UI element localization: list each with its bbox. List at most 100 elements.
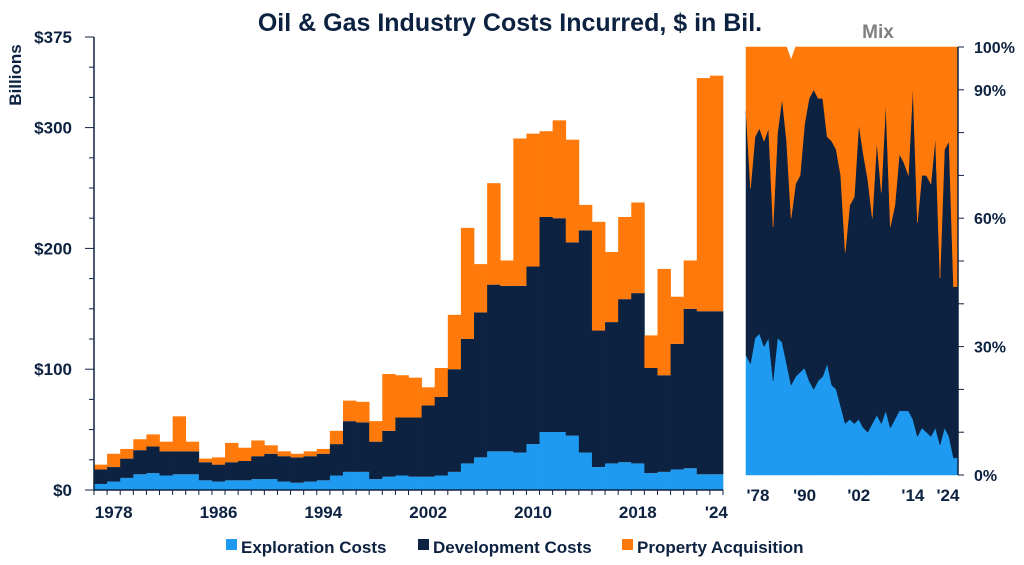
acquisition-segment: [578, 204, 593, 231]
development-segment: [225, 462, 239, 481]
mix-y-tick-label: 100%: [974, 40, 1015, 57]
development-segment: [198, 462, 213, 481]
acquisition-segment: [198, 458, 213, 463]
development-segment: [696, 311, 711, 475]
exploration-segment: [421, 476, 436, 490]
development-segment: [146, 446, 160, 474]
acquisition-segment: [146, 434, 160, 447]
development-segment: [539, 216, 553, 433]
mix-x-tick-label: '78: [747, 486, 770, 505]
development-segment: [329, 444, 344, 476]
exploration-segment: [408, 476, 422, 490]
legend-label: Exploration Costs: [241, 538, 386, 557]
y-axis-label: Billions: [6, 44, 25, 105]
development-segment: [447, 369, 462, 472]
exploration-segment: [329, 475, 344, 490]
exploration-segment: [552, 432, 567, 490]
exploration-segment: [644, 473, 658, 490]
acquisition-segment: [172, 416, 187, 452]
development-segment: [172, 451, 187, 475]
exploration-segment: [133, 474, 147, 490]
development-segment: [565, 242, 580, 436]
acquisition-segment: [225, 442, 239, 463]
development-segment: [605, 322, 619, 464]
mix-x-tick-label: '02: [847, 486, 870, 505]
development-segment: [369, 441, 383, 480]
acquisition-segment: [526, 133, 540, 267]
acquisition-segment: [369, 421, 383, 442]
x-tick-label: '24: [705, 503, 728, 522]
exploration-segment: [316, 480, 331, 490]
development-segment: [251, 456, 265, 480]
exploration-segment: [591, 467, 606, 490]
acquisition-segment: [316, 448, 331, 454]
development-segment: [133, 450, 147, 475]
development-segment: [94, 469, 108, 484]
development-segment: [657, 375, 671, 472]
exploration-segment: [94, 483, 108, 490]
development-segment: [644, 367, 658, 474]
acquisition-segment: [264, 445, 278, 454]
legend-label: Development Costs: [433, 538, 592, 557]
development-segment: [159, 451, 173, 476]
exploration-segment: [500, 451, 514, 490]
acquisition-segment: [644, 335, 658, 368]
acquisition-segment: [277, 451, 291, 457]
development-segment: [238, 461, 252, 481]
exploration-segment: [185, 474, 200, 490]
mix-title: Mix: [862, 22, 894, 43]
development-segment: [408, 417, 422, 477]
development-segment: [526, 266, 540, 445]
exploration-segment: [107, 481, 121, 490]
legend-item-exploration: Exploration Costs: [226, 538, 386, 557]
mix-y-tick-label: 0%: [974, 468, 997, 485]
exploration-segment: [395, 475, 409, 490]
exploration-segment: [211, 481, 226, 490]
exploration-segment: [290, 482, 305, 490]
exploration-segment: [578, 452, 593, 490]
exploration-segment: [657, 471, 671, 490]
development-segment: [683, 308, 698, 469]
acquisition-segment: [460, 227, 475, 339]
exploration-segment: [146, 473, 160, 490]
acquisition-segment: [159, 441, 173, 452]
legend: Exploration Costs Development Costs Proper…: [226, 538, 804, 557]
legend-label: Property Acquisition: [637, 538, 804, 557]
y-tick-label: $300: [34, 119, 72, 138]
acquisition-segment: [238, 447, 252, 462]
x-tick-label: 2002: [409, 503, 447, 522]
exploration-segment: [303, 481, 318, 490]
development-segment: [500, 285, 514, 452]
development-segment: [434, 396, 449, 476]
development-segment: [107, 467, 121, 482]
development-segment: [670, 343, 685, 470]
exploration-segment: [631, 463, 645, 490]
exploration-segment: [356, 471, 370, 490]
mix-plot: 0% 30% 60% 90% 100% '78 '90 '02 '14 '24: [745, 40, 1015, 505]
x-tick-label: 1978: [95, 503, 133, 522]
acquisition-segment: [447, 314, 462, 370]
legend-swatch: [622, 539, 633, 550]
acquisition-segment: [395, 375, 409, 418]
exploration-segment: [605, 463, 619, 490]
exploration-segment: [539, 432, 553, 490]
acquisition-segment: [185, 441, 200, 452]
mix-x-tick-label: '90: [793, 486, 816, 505]
exploration-segment: [120, 477, 134, 490]
acquisition-segment: [211, 457, 226, 465]
development-segment: [316, 453, 331, 481]
development-segment: [395, 417, 409, 476]
mix-y-tick-label: 90%: [974, 83, 1006, 100]
development-segment: [631, 293, 645, 464]
exploration-segment: [225, 480, 239, 490]
development-segment: [290, 457, 305, 483]
mix-x-tick-label: '24: [937, 486, 960, 505]
exploration-segment: [369, 479, 383, 490]
acquisition-segment: [408, 377, 422, 418]
acquisition-segment: [591, 221, 606, 331]
exploration-segment: [447, 471, 462, 490]
main-plot: $0 $100 $200 $300 $375 1978 1986 1994 2002 2010 20…: [34, 28, 728, 522]
acquisition-segment: [356, 401, 370, 423]
acquisition-segment: [487, 183, 501, 285]
development-segment: [513, 285, 527, 453]
